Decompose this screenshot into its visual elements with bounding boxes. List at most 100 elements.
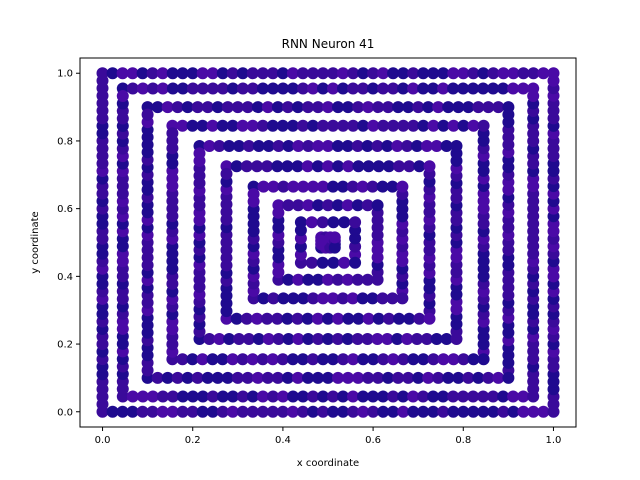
data-point [281, 312, 294, 325]
data-point [361, 140, 374, 152]
data-point [401, 140, 414, 152]
data-point [349, 256, 362, 269]
data-point [272, 333, 285, 345]
data-point [236, 390, 249, 403]
data-point [376, 180, 389, 193]
data-point [423, 312, 436, 325]
data-point [371, 199, 384, 212]
data-point [226, 390, 239, 403]
data-point [317, 82, 329, 95]
data-point [331, 273, 344, 286]
data-point [447, 390, 460, 403]
data-point [327, 256, 340, 269]
data-point [277, 82, 289, 95]
data-point [252, 140, 265, 152]
data-point [246, 67, 259, 80]
data-points [96, 67, 560, 418]
data-point [457, 390, 470, 403]
data-point [266, 119, 279, 132]
data-point [372, 160, 385, 173]
data-point [327, 292, 339, 305]
data-point [297, 180, 310, 193]
data-point [351, 199, 364, 212]
data-point [307, 390, 319, 403]
x-tick-label: 0.8 [455, 435, 471, 446]
x-tick-label: 0.6 [365, 435, 381, 446]
data-point [233, 140, 245, 152]
data-point [291, 101, 304, 114]
data-point [337, 390, 349, 403]
data-point [176, 82, 189, 95]
data-point [377, 119, 390, 132]
data-point [328, 241, 341, 254]
data-point [181, 101, 194, 114]
data-point [267, 180, 280, 193]
data-point [382, 101, 395, 114]
data-point [317, 119, 329, 132]
data-point [312, 101, 324, 114]
data-point [492, 101, 505, 114]
data-point [296, 353, 309, 366]
data-point [372, 101, 385, 114]
data-point [256, 67, 269, 80]
data-point [223, 333, 236, 345]
data-point [457, 67, 470, 80]
data-point [332, 160, 345, 173]
data-point [287, 292, 300, 305]
data-point [377, 405, 390, 418]
data-point [291, 312, 304, 325]
data-point [230, 160, 243, 173]
data-point [497, 82, 510, 95]
data-point [246, 119, 259, 132]
data-point [337, 67, 349, 80]
data-point [382, 160, 395, 173]
data-point [381, 140, 394, 152]
data-point [316, 216, 329, 229]
data-point [166, 67, 179, 80]
data-point [193, 147, 206, 160]
data-point [547, 405, 560, 418]
data-point [403, 312, 416, 325]
data-point [186, 119, 199, 132]
data-point [206, 353, 219, 366]
data-point [362, 160, 375, 173]
data-point [341, 273, 354, 286]
data-point [191, 101, 204, 114]
data-point [231, 101, 244, 114]
data-point [391, 333, 404, 345]
data-point [236, 405, 249, 418]
data-point [417, 119, 430, 132]
data-point [266, 67, 279, 80]
data-point [347, 67, 360, 80]
data-point [161, 371, 174, 384]
data-point [467, 119, 480, 132]
data-point [291, 160, 304, 173]
data-point [367, 82, 379, 95]
data-point [136, 390, 149, 403]
data-point [312, 371, 324, 384]
data-point [327, 405, 339, 418]
data-point [302, 140, 315, 152]
data-point [256, 82, 269, 95]
data-point [297, 82, 309, 95]
data-point [146, 82, 159, 95]
data-point [342, 160, 355, 173]
data-point [176, 119, 189, 132]
data-point [206, 119, 219, 132]
data-point [442, 371, 455, 384]
data-point [267, 390, 279, 403]
data-point [462, 101, 475, 114]
data-point [432, 101, 445, 114]
data-point [356, 292, 369, 305]
data-point [241, 101, 254, 114]
data-point [362, 312, 375, 325]
data-point [377, 82, 389, 95]
data-point [156, 67, 169, 80]
data-point [186, 67, 199, 80]
data-point [291, 371, 304, 384]
data-point [427, 353, 440, 366]
data-point [292, 273, 305, 286]
data-point [306, 119, 319, 132]
data-point [371, 333, 384, 345]
data-point [507, 390, 520, 403]
